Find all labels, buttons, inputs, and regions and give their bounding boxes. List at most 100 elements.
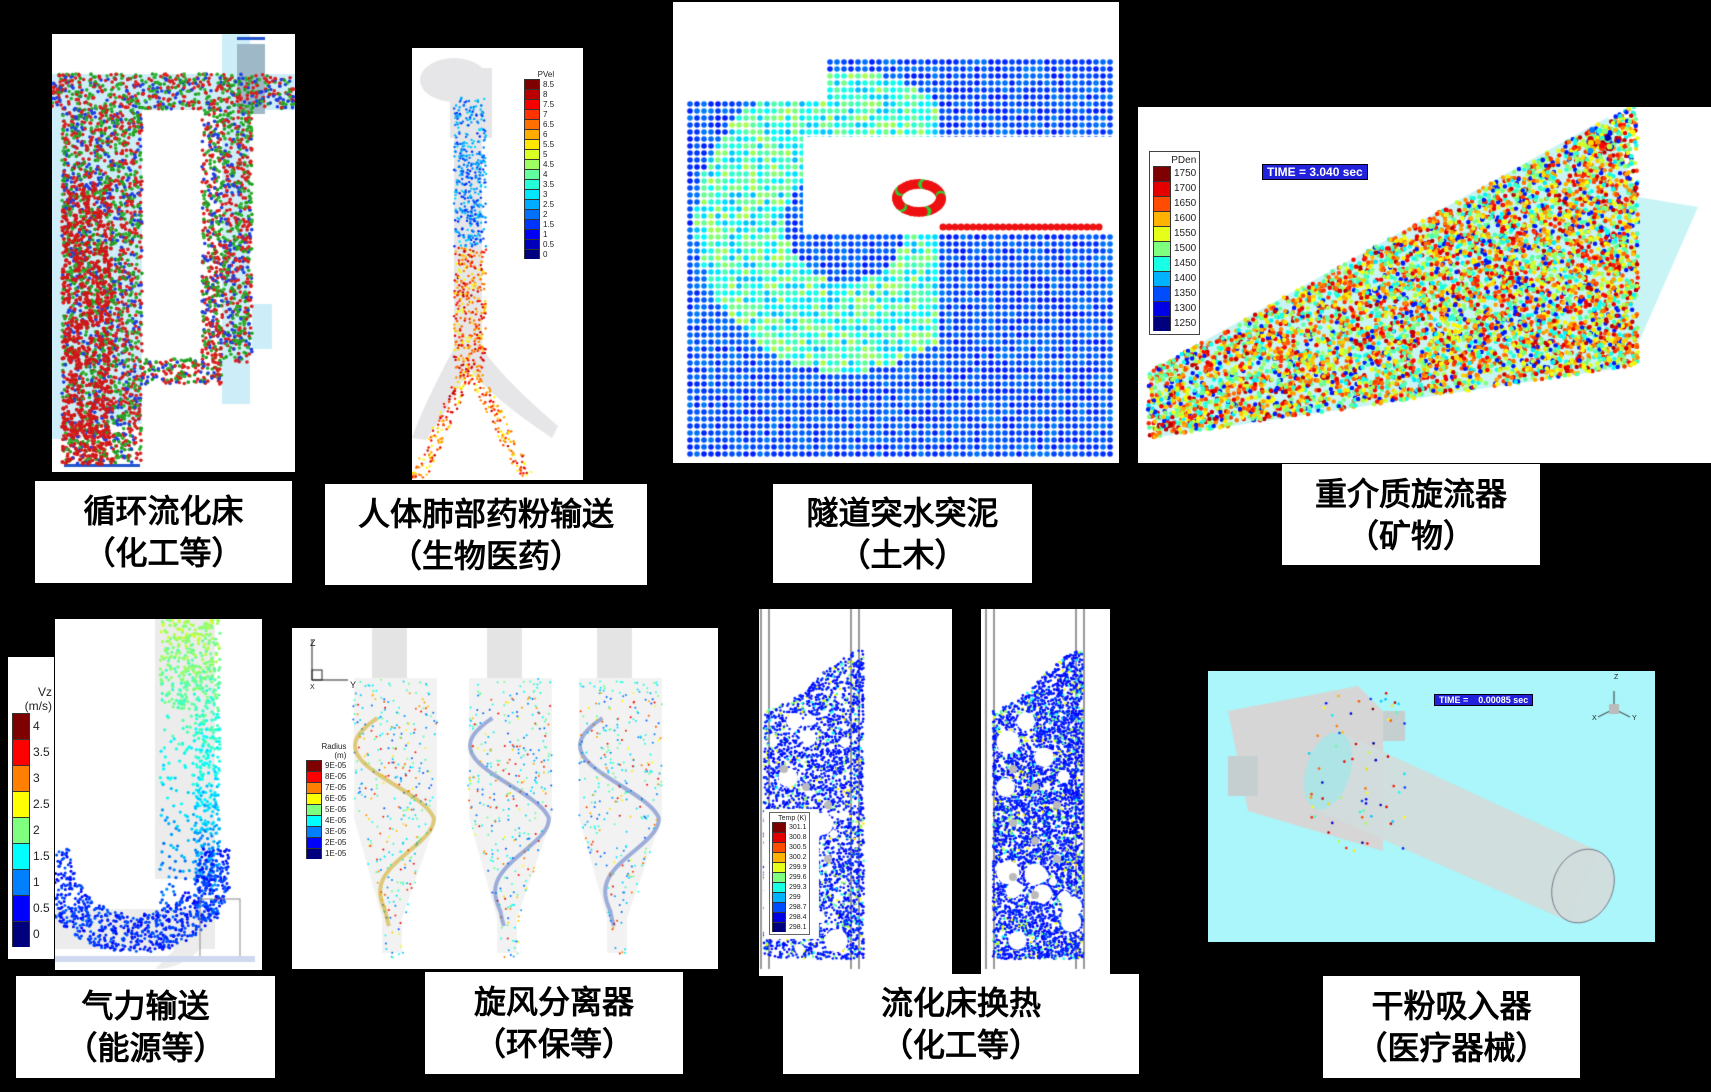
legend-label: 301.1: [789, 823, 807, 831]
legend-label: 3.5: [33, 745, 50, 759]
legend-label: 298.1: [789, 923, 807, 931]
legend-label: 7E-05: [325, 783, 347, 792]
legend-swatch: [1153, 286, 1171, 301]
legend-entry: 2.5: [524, 199, 554, 209]
caption-title: 干粉吸入器: [1371, 987, 1532, 1025]
legend-label: 300.2: [789, 853, 807, 861]
legend-entry: 299.3: [772, 882, 807, 892]
caption-dense-medium-hydrocyclone: 重介质旋流器 （矿物）: [1282, 464, 1540, 565]
legend-label: 1E-05: [325, 849, 347, 858]
legend-swatch: [12, 765, 30, 791]
legend-label: 1500: [1174, 243, 1197, 254]
legend-entry: 6E-05: [306, 793, 346, 804]
legend-swatch: [12, 791, 30, 817]
panel-dry-powder-inhaler: TIME = 0.00085 sec X Y Z: [1208, 671, 1655, 942]
legend-swatch: [524, 199, 540, 209]
legend-label: 3: [543, 189, 548, 199]
caption-field: （能源等）: [65, 1029, 226, 1067]
legend-label: 8: [543, 89, 548, 99]
axis-label-z: Z: [1614, 674, 1619, 681]
legend-swatch: [772, 862, 786, 872]
legend-label: 2: [33, 823, 40, 837]
caption-title: 旋风分离器: [473, 983, 634, 1021]
legend-entry: 1350: [1153, 286, 1196, 301]
legend-entry: 2: [524, 209, 554, 219]
legend-entry: 299.9: [772, 862, 807, 872]
legend-swatch: [12, 817, 30, 843]
legend-swatch: [772, 872, 786, 882]
panel-fluidized-bed-heat-transfer-right: [981, 609, 1110, 976]
legend-entry: 298.1: [772, 922, 807, 932]
caption-fluidized-bed-heat-transfer: 流化床换热 （化工等）: [783, 974, 1139, 1074]
color-legend-pden: PDen 1750 1700 1650 1600 1550 1500 1450 1400 1350…: [1149, 151, 1201, 335]
legend-entry: 7: [524, 109, 554, 119]
caption-circulating-fluidized-bed: 循环流化床 （化工等）: [35, 481, 292, 583]
time-readout: TIME = 0.00085 sec: [1434, 694, 1534, 706]
legend-label: 300.5: [789, 843, 807, 851]
color-legend-vz: Vz (m/s) 4 3.5 3 2.5 2 1.5 1 0.5 0: [8, 657, 54, 959]
legend-entry: 1: [12, 869, 52, 895]
legend-entry: 4.5: [524, 159, 554, 169]
legend-label: 0: [543, 249, 548, 259]
caption-tunnel-water-inrush: 隧道突水突泥 （土木）: [773, 484, 1032, 583]
legend-swatch: [524, 159, 540, 169]
legend-entry: 3.5: [524, 179, 554, 189]
legend-entry: 4: [524, 169, 554, 179]
legend-label: 7: [543, 109, 548, 119]
simulation-image: [292, 628, 718, 969]
legend-label: 8E-05: [325, 772, 347, 781]
legend-label: 1550: [1174, 228, 1197, 239]
legend-entry: 299.6: [772, 872, 807, 882]
axis-label-y: Y: [350, 680, 357, 690]
legend-entry: 301.1: [772, 822, 807, 832]
legend-swatch: [772, 852, 786, 862]
axis-label-z: Z: [310, 638, 316, 648]
legend-swatch: [524, 79, 540, 89]
legend-swatch: [524, 99, 540, 109]
caption-field: （矿物）: [1346, 516, 1475, 555]
simulation-image: [412, 48, 583, 480]
legend-entry: 0: [524, 249, 554, 259]
legend-entry: 2E-05: [306, 837, 346, 848]
panel-dense-medium-hydrocyclone: PDen 1750 1700 1650 1600 1550 1500 1450 1400 1350…: [1138, 107, 1711, 463]
legend-swatch: [524, 109, 540, 119]
legend-label: 1650: [1174, 198, 1197, 209]
caption-field: （化工等）: [83, 534, 244, 572]
legend-swatch: [524, 189, 540, 199]
legend-entry: 1250: [1153, 316, 1196, 331]
legend-label: 0: [33, 927, 40, 941]
legend-entry: 2.5: [12, 791, 52, 817]
legend-entry: 4: [12, 713, 52, 739]
legend-swatch: [772, 882, 786, 892]
legend-label: 6.5: [543, 119, 555, 129]
legend-entry: 1450: [1153, 256, 1196, 271]
legend-label: 299.9: [789, 863, 807, 871]
caption-cyclone-separator: 旋风分离器 （环保等）: [425, 972, 683, 1074]
legend-label: 2.5: [543, 199, 555, 209]
caption-lung-powder-delivery: 人体肺部药粉输送 （生物医药）: [325, 484, 647, 585]
simulation-image: [52, 34, 295, 472]
panel-circulating-fluidized-bed: [52, 34, 295, 472]
legend-swatch: [772, 902, 786, 912]
color-legend-temp: Temp (K) 301.1 300.8 300.5 300.2 299.9 299.6 29…: [769, 812, 810, 935]
legend-entry: 1650: [1153, 196, 1196, 211]
legend-label: 1250: [1174, 318, 1197, 329]
legend-entry: 8: [524, 89, 554, 99]
legend-label: 9E-05: [325, 761, 347, 770]
legend-entry: 2: [12, 817, 52, 843]
legend-label: 5: [543, 149, 548, 159]
panel-fluidized-bed-heat-transfer-left: Temp (K) 301.1 300.8 300.5 300.2 299.9 299.6 29…: [759, 609, 952, 976]
legend-label: 2: [543, 209, 548, 219]
legend-entry: 1550: [1153, 226, 1196, 241]
legend-entry: 3: [524, 189, 554, 199]
legend-title: PVel: [537, 70, 555, 79]
caption-field: （生物医药）: [389, 536, 582, 575]
legend-entry: 6.5: [524, 119, 554, 129]
legend-swatch: [524, 169, 540, 179]
legend-label: 3E-05: [325, 827, 347, 836]
legend-swatch: [524, 129, 540, 139]
legend-label: 8.5: [543, 79, 555, 89]
simulation-image: [981, 609, 1110, 976]
legend-label: 0.5: [543, 239, 555, 249]
simulation-image: [1138, 107, 1711, 463]
